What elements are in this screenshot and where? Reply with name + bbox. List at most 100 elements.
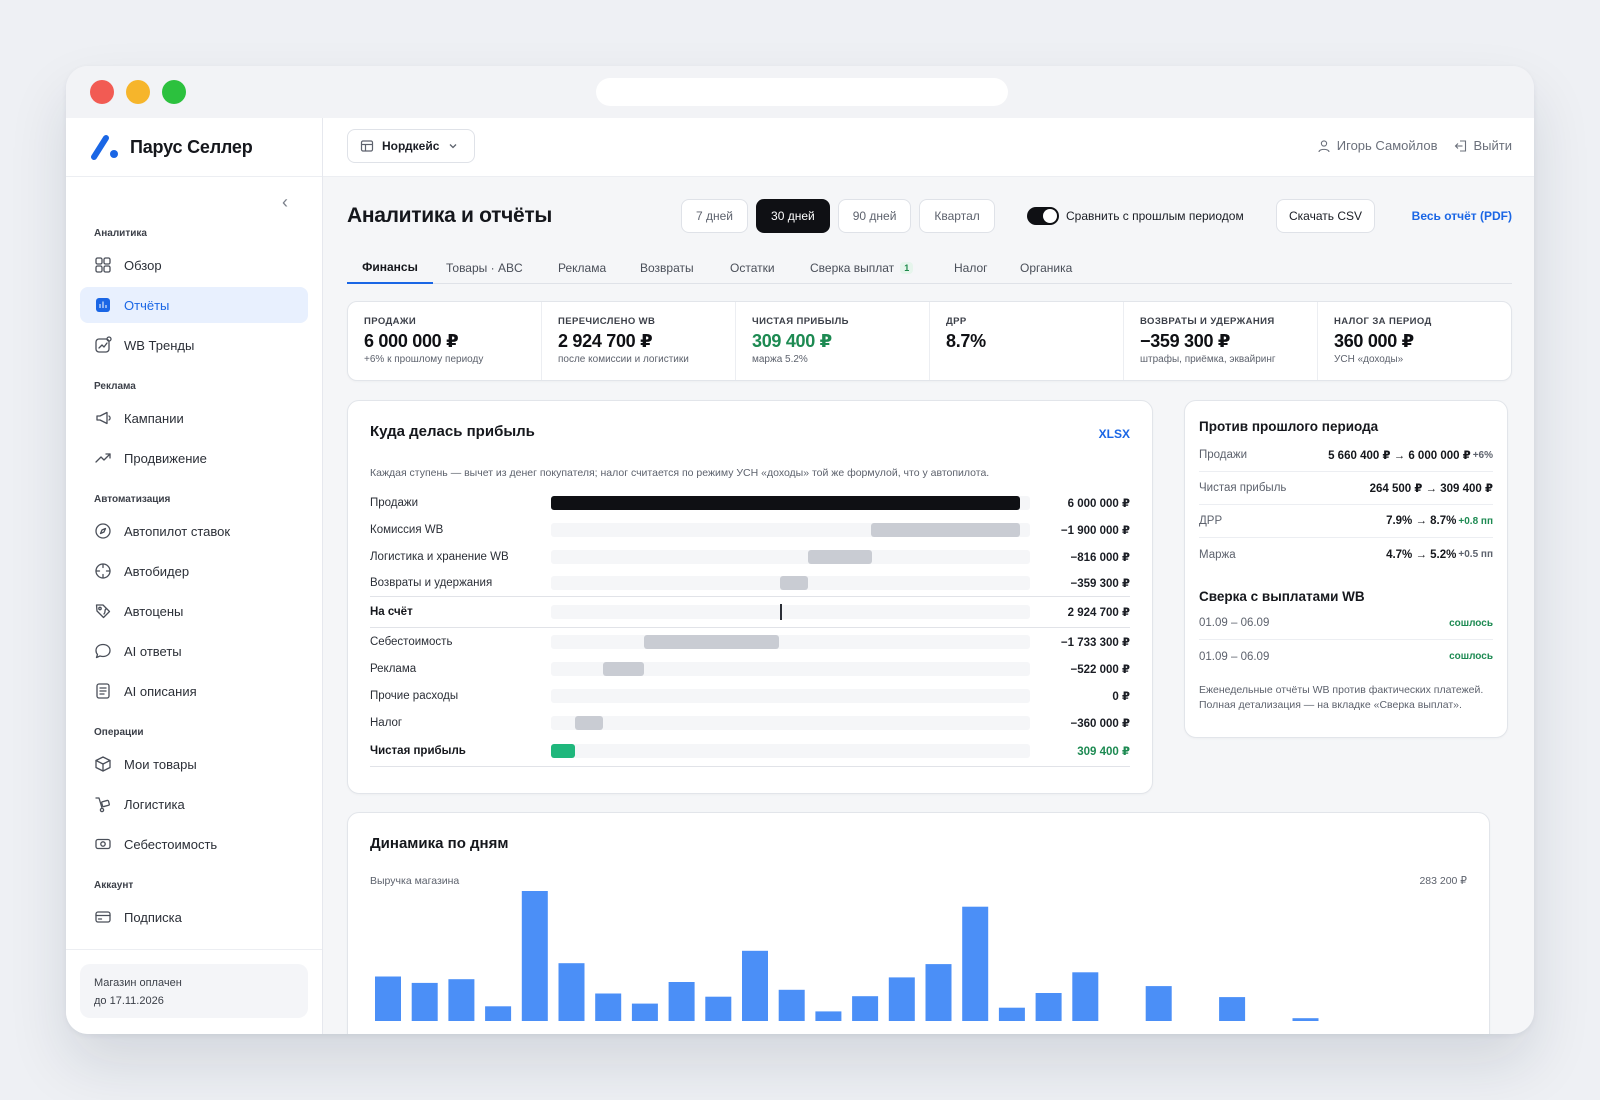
- tab[interactable]: Реклама: [545, 252, 627, 283]
- kpi-label: ПЕРЕЧИСЛЕНО WB: [558, 316, 656, 327]
- revenue-bar[interactable]: [705, 996, 732, 1021]
- maximize-window-button[interactable]: [162, 80, 186, 104]
- collapse-sidebar-icon[interactable]: ‹: [282, 192, 288, 212]
- sidebar-item[interactable]: Автопилот ставок: [80, 513, 308, 549]
- revenue-bar[interactable]: [485, 1006, 512, 1021]
- revenue-bar[interactable]: [1072, 972, 1099, 1021]
- user-icon: [1318, 139, 1330, 152]
- comparison-row: Продажи 5 660 400 ₽ → 6 000 000 ₽ +6%: [1199, 439, 1493, 472]
- nav-group-title: Реклама: [94, 381, 136, 392]
- sidebar-item[interactable]: Отчёты: [80, 287, 308, 323]
- crosshair-icon: [94, 562, 112, 580]
- tab[interactable]: Остатки: [717, 252, 797, 283]
- compare-toggle[interactable]: Сравнить с прошлым периодом: [1027, 207, 1244, 225]
- comparison-row: Чистая прибыль 264 500 ₽ → 309 400 ₽: [1199, 472, 1493, 505]
- sidebar-item[interactable]: AI описания: [80, 673, 308, 709]
- profit-card-title: Куда делась прибыль: [370, 423, 535, 440]
- revenue-bar[interactable]: [375, 976, 401, 1022]
- reconciliation-title: Сверка с выплатами WB: [1199, 589, 1365, 604]
- revenue-bar[interactable]: [521, 891, 548, 1021]
- revenue-bar[interactable]: [1292, 1018, 1319, 1021]
- app: Парус Селлер ‹ Аналитика Обзор Отчёты WB Тр…: [66, 118, 1534, 1034]
- box-icon: [94, 755, 112, 773]
- revenue-bar[interactable]: [448, 979, 475, 1021]
- compass-icon: [94, 522, 112, 540]
- tab[interactable]: Сверка выплат 1: [797, 252, 941, 283]
- tab-label: Возвраты: [640, 260, 694, 275]
- sidebar-item[interactable]: Автоцены: [80, 593, 308, 629]
- profit-waterfall: Продажи 6 000 000 ₽ Комиссия WB −1 900 000 …: [370, 489, 1130, 767]
- waterfall-bar: [644, 634, 779, 649]
- sidebar-item[interactable]: Кампании: [80, 400, 308, 436]
- revenue-bar[interactable]: [1219, 997, 1246, 1021]
- user-name[interactable]: Игорь Самойлов: [1336, 138, 1438, 153]
- price-tag-icon: [94, 602, 112, 620]
- tab[interactable]: Товары · ABC: [433, 252, 545, 283]
- revenue-bar[interactable]: [668, 982, 695, 1021]
- waterfall-bar: [551, 744, 575, 758]
- revenue-bar[interactable]: [595, 993, 622, 1022]
- revenue-bar[interactable]: [888, 977, 915, 1021]
- kpi-value: 309 400 ₽: [752, 331, 832, 351]
- sidebar-item[interactable]: Автобидер: [80, 553, 308, 589]
- sidebar-item[interactable]: WB Тренды: [80, 327, 308, 363]
- sidebar-item[interactable]: Обзор: [80, 247, 308, 283]
- revenue-bar[interactable]: [778, 989, 805, 1021]
- kpi-card: ПЕРЕЧИСЛЕНО WB 2 924 700 ₽ после комиссии …: [542, 302, 736, 380]
- sidebar-item-label: Подписка: [124, 909, 182, 925]
- waterfall-row: Реклама −522 000 ₽: [370, 655, 1130, 682]
- period-button[interactable]: 7 дней: [681, 199, 749, 233]
- logout-button[interactable]: Выйти: [1473, 138, 1513, 153]
- kpi-value: 360 000 ₽: [1334, 331, 1414, 351]
- revenue-bar[interactable]: [962, 906, 989, 1021]
- revenue-bar[interactable]: [742, 950, 768, 1021]
- address-bar[interactable]: [596, 78, 1008, 106]
- revenue-bar[interactable]: [852, 996, 879, 1021]
- hand-truck-icon: [94, 795, 112, 813]
- sidebar-item[interactable]: AI ответы: [80, 633, 308, 669]
- waterfall-track: [551, 522, 1030, 537]
- comparison-delta: +0.8 пп: [1458, 515, 1493, 527]
- sidebar-item[interactable]: Логистика: [80, 786, 308, 822]
- cash-icon: [95, 838, 111, 850]
- revenue-bar[interactable]: [1145, 986, 1172, 1021]
- revenue-bar[interactable]: [998, 1007, 1025, 1021]
- tab[interactable]: Финансы: [347, 252, 433, 284]
- waterfall-row: Чистая прибыль 309 400 ₽: [370, 736, 1130, 767]
- sidebar-item[interactable]: Подписка: [80, 899, 308, 935]
- revenue-bar[interactable]: [1035, 993, 1062, 1021]
- compare-switch[interactable]: [1027, 207, 1059, 225]
- nav-group-title: Аналитика: [94, 228, 147, 239]
- compare-label: Сравнить с прошлым периодом: [1066, 209, 1244, 223]
- sidebar-item[interactable]: Себестоимость: [80, 826, 308, 862]
- waterfall-label: Прочие расходы: [370, 689, 459, 702]
- waterfall-bar: [780, 576, 808, 590]
- waterfall-value: −359 300 ₽: [1070, 578, 1130, 590]
- close-window-button[interactable]: [90, 80, 114, 104]
- minimize-window-button[interactable]: [126, 80, 150, 104]
- waterfall-value: −522 000 ₽: [1070, 663, 1130, 676]
- period-button[interactable]: 90 дней: [837, 199, 912, 233]
- sidebar-item[interactable]: Продвижение: [80, 440, 308, 476]
- export-xlsx-link[interactable]: XLSX: [1098, 427, 1130, 441]
- revenue-bar[interactable]: [815, 1011, 842, 1021]
- comparison-rows: Продажи 5 660 400 ₽ → 6 000 000 ₽ +6% Чиста…: [1199, 439, 1493, 571]
- document-icon: [94, 682, 112, 700]
- revenue-bar[interactable]: [925, 964, 952, 1021]
- tab[interactable]: Налог: [941, 252, 1007, 283]
- revenue-bar[interactable]: [558, 963, 585, 1021]
- period-button[interactable]: 30 дней: [756, 199, 830, 233]
- tab[interactable]: Возвраты: [627, 252, 717, 283]
- brand[interactable]: Парус Селлер: [66, 118, 322, 177]
- period-button[interactable]: Квартал: [919, 199, 995, 233]
- download-csv-button[interactable]: Скачать CSV: [1276, 199, 1376, 233]
- revenue-bar[interactable]: [631, 1003, 658, 1021]
- tab[interactable]: Органика: [1007, 252, 1085, 283]
- trending-up-icon: [94, 449, 112, 467]
- waterfall-value: 2 924 700 ₽: [1067, 607, 1130, 619]
- store-selector[interactable]: Нордкейс: [347, 129, 475, 163]
- sidebar-item[interactable]: Мои товары: [80, 746, 308, 782]
- revenue-bar[interactable]: [411, 982, 438, 1021]
- waterfall-row: Прочие расходы 0 ₽: [370, 682, 1130, 709]
- full-report-pdf-link[interactable]: Весь отчёт (PDF): [1411, 209, 1512, 223]
